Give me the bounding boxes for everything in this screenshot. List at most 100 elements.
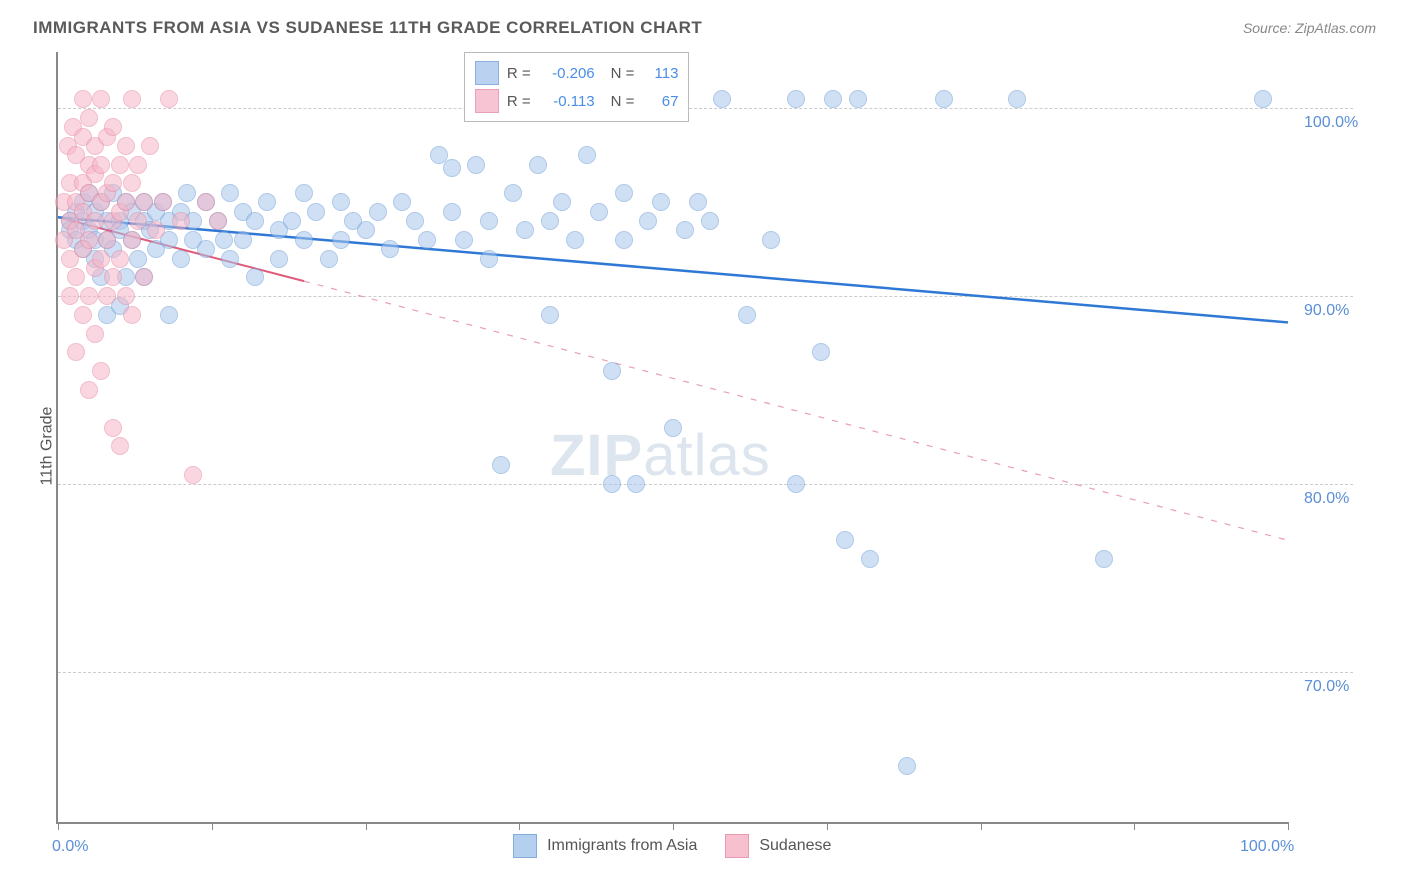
scatter-point	[215, 231, 233, 249]
scatter-point	[80, 381, 98, 399]
scatter-point	[123, 231, 141, 249]
scatter-point	[455, 231, 473, 249]
scatter-point	[615, 184, 633, 202]
scatter-point	[98, 231, 116, 249]
scatter-point	[504, 184, 522, 202]
x-tick-mark	[1288, 822, 1289, 830]
scatter-point	[154, 193, 172, 211]
x-tick-mark	[519, 822, 520, 830]
x-tick-mark	[827, 822, 828, 830]
scatter-point	[406, 212, 424, 230]
y-axis-label: 11th Grade	[38, 407, 56, 486]
scatter-point	[332, 193, 350, 211]
scatter-point	[86, 212, 104, 230]
x-tick-mark	[981, 822, 982, 830]
scatter-point	[480, 212, 498, 230]
r-label: R =	[507, 65, 531, 82]
y-tick-label: 100.0%	[1304, 114, 1358, 132]
scatter-point	[713, 90, 731, 108]
scatter-point	[92, 90, 110, 108]
scatter-point	[566, 231, 584, 249]
x-tick-mark	[366, 822, 367, 830]
scatter-point	[935, 90, 953, 108]
scatter-point	[689, 193, 707, 211]
scatter-point	[357, 221, 375, 239]
scatter-point	[80, 109, 98, 127]
scatter-point	[529, 156, 547, 174]
scatter-point	[283, 212, 301, 230]
scatter-point	[1095, 550, 1113, 568]
scatter-point	[541, 306, 559, 324]
series-legend: Immigrants from Asia Sudanese	[513, 834, 849, 858]
scatter-point	[295, 184, 313, 202]
scatter-point	[369, 203, 387, 221]
n-label: N =	[611, 65, 635, 82]
x-tick-mark	[1134, 822, 1135, 830]
scatter-point	[92, 156, 110, 174]
scatter-point	[541, 212, 559, 230]
scatter-point	[197, 240, 215, 258]
scatter-point	[603, 475, 621, 493]
x-tick-mark	[212, 822, 213, 830]
legend-swatch	[725, 834, 749, 858]
x-tick-label: 0.0%	[52, 838, 88, 856]
scatter-point	[117, 287, 135, 305]
scatter-point	[178, 184, 196, 202]
scatter-point	[117, 137, 135, 155]
scatter-point	[443, 203, 461, 221]
scatter-point	[160, 306, 178, 324]
x-tick-mark	[673, 822, 674, 830]
scatter-point	[824, 90, 842, 108]
scatter-point	[117, 193, 135, 211]
scatter-point	[92, 250, 110, 268]
trend-lines	[58, 52, 1288, 822]
scatter-point	[467, 156, 485, 174]
scatter-point	[197, 193, 215, 211]
scatter-point	[172, 212, 190, 230]
scatter-point	[787, 90, 805, 108]
scatter-point	[652, 193, 670, 211]
scatter-point	[295, 231, 313, 249]
n-label: N =	[611, 93, 635, 110]
y-tick-label: 70.0%	[1304, 678, 1349, 696]
scatter-point	[80, 231, 98, 249]
scatter-point	[307, 203, 325, 221]
legend-label: Sudanese	[759, 837, 831, 855]
scatter-point	[104, 419, 122, 437]
legend-swatch	[475, 61, 499, 85]
x-tick-mark	[58, 822, 59, 830]
scatter-point	[443, 159, 461, 177]
legend-swatch	[513, 834, 537, 858]
scatter-point	[787, 475, 805, 493]
y-tick-label: 80.0%	[1304, 490, 1349, 508]
scatter-point	[160, 90, 178, 108]
scatter-point	[221, 250, 239, 268]
r-label: R =	[507, 93, 531, 110]
plot-area: 70.0%80.0%90.0%100.0%0.0%100.0%ZIPatlasR…	[56, 52, 1288, 824]
n-value: 67	[642, 93, 678, 110]
scatter-point	[74, 90, 92, 108]
y-tick-label: 90.0%	[1304, 302, 1349, 320]
stats-legend: R =-0.206 N =113R =-0.113 N =67	[464, 52, 690, 122]
legend-label: Immigrants from Asia	[547, 837, 697, 855]
scatter-point	[172, 250, 190, 268]
scatter-point	[123, 306, 141, 324]
r-value: -0.113	[539, 93, 595, 110]
scatter-point	[129, 212, 147, 230]
scatter-point	[812, 343, 830, 361]
scatter-point	[270, 250, 288, 268]
scatter-point	[209, 212, 227, 230]
scatter-point	[418, 231, 436, 249]
scatter-point	[627, 475, 645, 493]
source-label: Source: ZipAtlas.com	[1243, 20, 1376, 36]
scatter-point	[861, 550, 879, 568]
scatter-point	[111, 156, 129, 174]
scatter-point	[320, 250, 338, 268]
scatter-point	[603, 362, 621, 380]
scatter-point	[701, 212, 719, 230]
x-tick-label: 100.0%	[1240, 838, 1294, 856]
scatter-point	[615, 231, 633, 249]
scatter-point	[492, 456, 510, 474]
r-value: -0.206	[539, 65, 595, 82]
scatter-point	[246, 212, 264, 230]
